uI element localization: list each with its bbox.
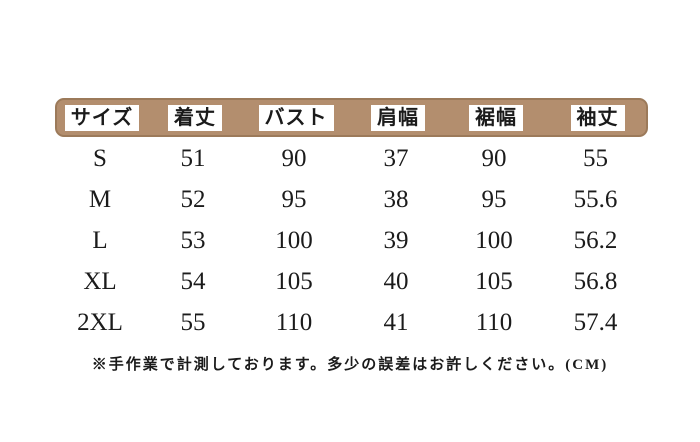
size-chart-cell: 55 (583, 145, 608, 172)
size-chart-cell: 55.6 (573, 186, 618, 213)
size-chart-cell: 105 (275, 268, 313, 295)
size-chart-cell: 90 (481, 145, 507, 172)
size-chart-header-row: サイズ 着丈 バスト 肩幅 裾幅 袖丈 (55, 98, 648, 137)
size-label: S (93, 145, 107, 172)
size-label: L (92, 227, 108, 254)
column-header-shoulder: 肩幅 (371, 104, 425, 131)
size-label: XL (83, 268, 117, 295)
size-chart-cell: 55 (180, 309, 206, 336)
size-chart: サイズ 着丈 バスト 肩幅 裾幅 袖丈 S 51 90 37 90 55 M 5… (55, 98, 648, 343)
size-chart-cell: 39 (383, 227, 409, 254)
size-label: M (88, 186, 112, 213)
column-header-hem: 裾幅 (469, 104, 523, 131)
size-chart-cell: 56.8 (573, 268, 618, 295)
size-chart-cell: 100 (275, 227, 313, 254)
column-header-sleeve: 袖丈 (570, 104, 625, 131)
size-chart-cell: 51 (180, 145, 206, 172)
size-chart-cell: 110 (275, 309, 313, 336)
size-chart-cell: 100 (475, 227, 513, 254)
size-chart-cell: 95 (481, 186, 507, 213)
column-header-length: 着丈 (168, 104, 222, 131)
size-chart-cell: 38 (383, 186, 409, 213)
size-chart-cell: 54 (180, 268, 206, 295)
size-chart-cell: 57.4 (573, 309, 618, 336)
size-chart-cell: 105 (475, 268, 513, 295)
size-chart-cell: 41 (383, 309, 409, 336)
column-header-bust: バスト (258, 104, 334, 131)
measurement-note: ※手作業で計測しております。多少の誤差はお許しください。(CM) (91, 357, 609, 373)
size-chart-cell: 40 (383, 268, 409, 295)
size-chart-cell: 56.2 (573, 227, 618, 254)
size-label: 2XL (77, 309, 123, 336)
size-chart-cell: 37 (383, 145, 409, 172)
column-header-size: サイズ (64, 104, 140, 131)
size-chart-cell: 90 (281, 145, 307, 172)
size-chart-cell: 52 (180, 186, 206, 213)
size-chart-body: S 51 90 37 90 55 M 52 95 38 95 55.6 L 53… (55, 138, 648, 343)
size-chart-cell: 95 (281, 186, 307, 213)
size-chart-cell: 53 (180, 227, 206, 254)
size-chart-cell: 110 (475, 309, 513, 336)
